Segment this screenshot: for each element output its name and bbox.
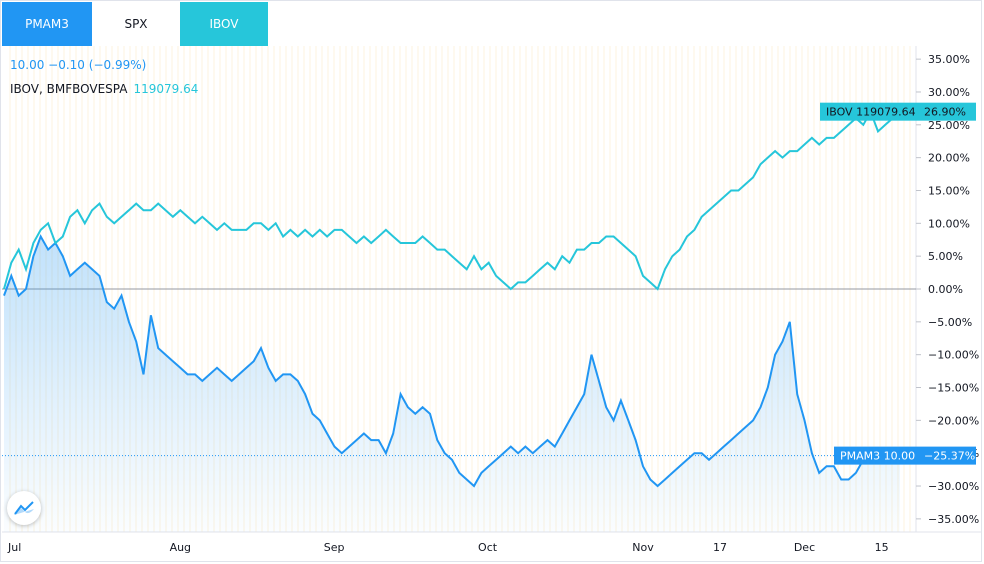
y-tick-label: 35.00% (928, 53, 970, 66)
y-tick-label: −20.00% (928, 414, 979, 427)
pmam3-legend: 10.00 −0.10 (−0.99%) (10, 58, 147, 72)
x-tick-label: Sep (324, 541, 345, 554)
y-tick-label: −5.00% (928, 316, 972, 329)
ibov-pct-label: 26.90% (924, 106, 966, 119)
ibov-legend-value: 119079.64 (133, 82, 199, 96)
x-tick-label: Dec (794, 541, 815, 554)
ibov-legend-name: IBOV, BMFBOVESPA (10, 82, 128, 96)
x-tick-label: 15 (875, 541, 889, 554)
y-tick-label: 15.00% (928, 184, 970, 197)
y-tick-label: 20.00% (928, 152, 970, 165)
tab-pmam3-label: PMAM3 (25, 17, 69, 31)
ibov-line (3, 109, 901, 291)
y-tick-label: −15.00% (928, 382, 979, 395)
x-tick-label: Aug (170, 541, 191, 554)
pmam3-pct-label: −25.37% (924, 450, 975, 463)
x-tick-label: Jul (7, 541, 21, 554)
ibov-tag-label: IBOV 119079.64 (826, 106, 916, 119)
pmam3-area (4, 236, 900, 532)
y-tick-label: 0.00% (928, 283, 963, 296)
y-tick-label: −35.00% (928, 513, 979, 526)
tab-spx[interactable]: SPX (92, 2, 180, 46)
ibov-pct-box (916, 102, 976, 121)
tradingview-logo-icon[interactable] (7, 491, 41, 525)
pmam3-tag-label: PMAM3 10.00 (840, 450, 915, 463)
pmam3-line (3, 234, 901, 488)
tab-spx-label: SPX (124, 17, 148, 31)
symbol-tabs: PMAM3 SPX IBOV (2, 2, 268, 46)
tab-pmam3[interactable]: PMAM3 (2, 2, 92, 46)
x-tick-label: 17 (713, 541, 727, 554)
tab-ibov-label: IBOV (209, 17, 239, 31)
x-tick-label: Nov (632, 541, 654, 554)
x-tick-label: Oct (478, 541, 498, 554)
pmam3-tag-box (834, 446, 916, 465)
y-tick-label: 10.00% (928, 217, 970, 230)
ibov-tag-box (820, 102, 916, 121)
y-tick-label: 5.00% (928, 250, 963, 263)
pmam3-pct-box (916, 446, 976, 465)
y-tick-label: −10.00% (928, 349, 979, 362)
tab-ibov[interactable]: IBOV (180, 2, 268, 46)
y-tick-label: 30.00% (928, 86, 970, 99)
y-tick-label: 25.00% (928, 119, 970, 132)
ibov-legend: IBOV, BMFBOVESPA 119079.64 (10, 82, 198, 96)
y-tick-label: −30.00% (928, 480, 979, 493)
